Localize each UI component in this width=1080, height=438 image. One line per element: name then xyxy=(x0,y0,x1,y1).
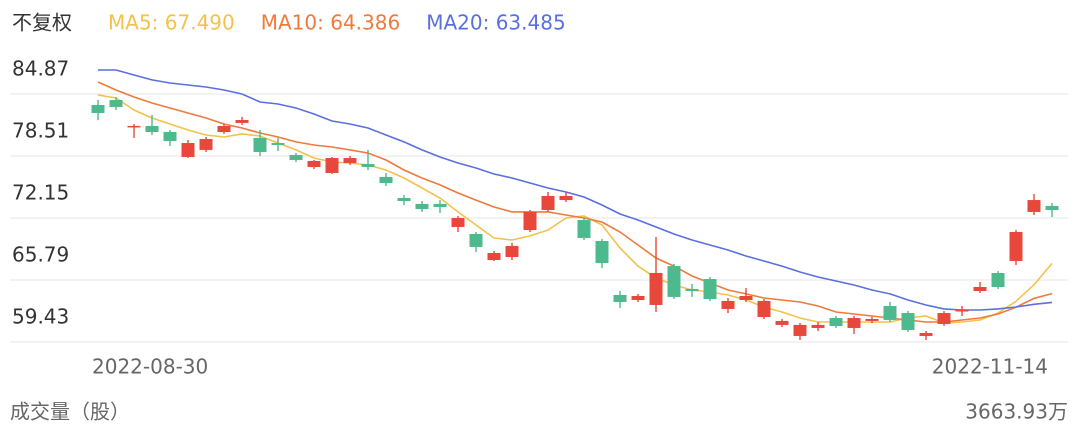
y-tick-label: 59.43 xyxy=(12,305,69,329)
candle-body xyxy=(1009,232,1023,261)
y-tick-label: 65.79 xyxy=(12,242,69,266)
candle-body xyxy=(793,324,807,336)
candle-body xyxy=(937,313,951,324)
candle-body xyxy=(901,313,915,331)
candle-body xyxy=(109,100,123,107)
x-tick-label: 2022-11-14 xyxy=(932,355,1048,379)
legend-entry: MA5: 67.490 xyxy=(108,11,235,35)
candle-body xyxy=(451,217,465,227)
candle-body xyxy=(163,132,177,141)
candle-body xyxy=(235,120,249,123)
candle-body xyxy=(307,160,321,167)
volume-total: 3663.93万 xyxy=(965,400,1068,424)
candle-body xyxy=(649,272,663,305)
candle-body xyxy=(433,203,447,207)
candle-body xyxy=(865,318,879,321)
candle-body xyxy=(757,300,771,318)
volume-label: 成交量（股） xyxy=(10,400,130,424)
candle-body xyxy=(289,155,303,160)
ma-line xyxy=(98,69,1053,311)
candle-body xyxy=(739,295,753,300)
legend-entry: MA10: 64.386 xyxy=(261,11,400,35)
candle-body xyxy=(217,125,231,132)
candle-body xyxy=(559,195,573,201)
candle-body xyxy=(145,125,159,132)
candle-body xyxy=(181,143,195,157)
ma-line xyxy=(97,81,1053,323)
candle-body xyxy=(91,104,105,113)
y-tick-label: 78.51 xyxy=(12,118,69,142)
candle-body xyxy=(253,137,267,152)
y-tick-label: 84.87 xyxy=(12,56,69,80)
candle-body xyxy=(847,318,861,328)
y-tick-label: 72.15 xyxy=(12,180,69,204)
candle-body xyxy=(829,318,843,327)
candle-body xyxy=(883,306,897,320)
candle-body xyxy=(127,125,141,128)
candle-body xyxy=(685,288,699,292)
candle-body xyxy=(469,233,483,247)
candle-body xyxy=(505,245,519,257)
candle-body xyxy=(775,320,789,325)
candle-body xyxy=(595,240,609,264)
candle-body xyxy=(1045,205,1059,210)
candle-body xyxy=(991,272,1005,288)
candle-body xyxy=(541,195,555,210)
legend-entry: MA20: 63.485 xyxy=(426,11,565,35)
candle-body xyxy=(361,163,375,167)
candle-body xyxy=(667,266,681,297)
candle-body xyxy=(919,333,933,336)
adjust-label: 不复权 xyxy=(12,11,72,35)
candle-body xyxy=(415,203,429,210)
candle-body xyxy=(613,295,627,303)
candle-body xyxy=(811,324,825,328)
candle-body xyxy=(325,158,339,173)
candle-body xyxy=(721,300,735,309)
candle-body xyxy=(703,279,717,300)
candle-body xyxy=(397,198,411,202)
candle-body xyxy=(973,287,987,292)
candle-body xyxy=(523,211,537,230)
candle-body xyxy=(955,310,969,312)
candle-body xyxy=(1027,200,1041,212)
candle-body xyxy=(343,158,357,164)
candle-body xyxy=(631,295,645,300)
x-tick-label: 2022-08-30 xyxy=(92,355,208,379)
ma-line xyxy=(97,94,1053,324)
candle-body xyxy=(577,220,591,238)
candle-body xyxy=(271,143,285,145)
candle-body xyxy=(379,176,393,183)
candle-body xyxy=(487,252,501,261)
candle-body xyxy=(199,139,213,150)
